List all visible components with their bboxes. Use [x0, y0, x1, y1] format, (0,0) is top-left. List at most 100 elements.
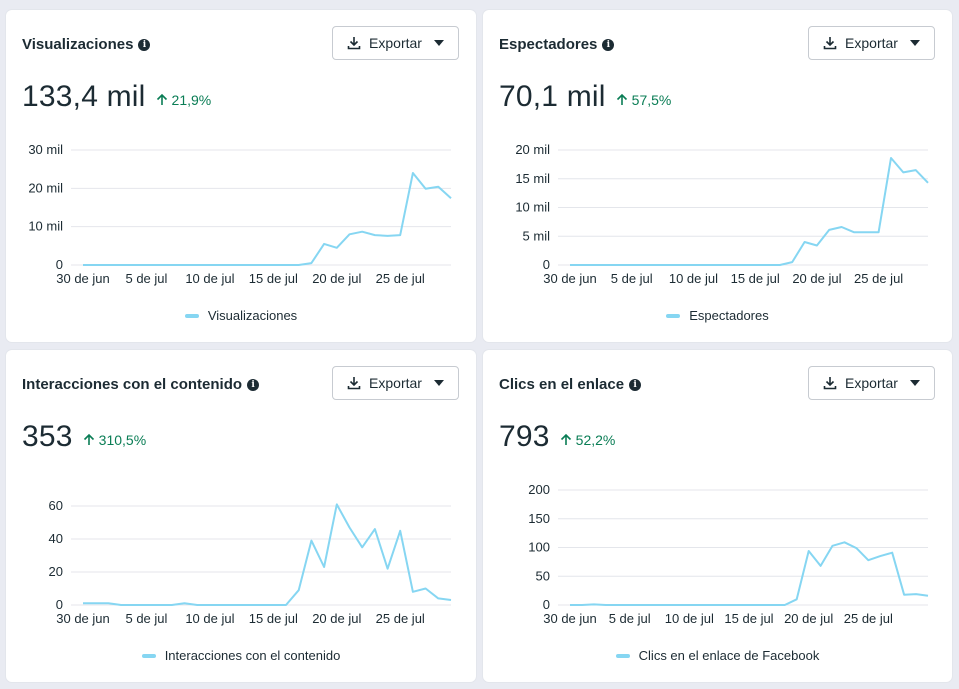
card-title-text: Visualizaciones [22, 36, 134, 53]
x-tick-label: 10 de jul [669, 271, 718, 286]
x-tick-label: 20 de jul [312, 611, 361, 626]
line-chart: 0 5 mil 10 mil 15 mil 20 mil 30 de jun 5 de ju… [515, 142, 929, 286]
y-tick-label: 0 [56, 597, 63, 612]
arrow-up-icon [560, 433, 571, 445]
chevron-down-icon [909, 380, 920, 386]
export-button[interactable]: Exportar [808, 366, 935, 400]
metric-value: 70,1 mil [499, 80, 606, 113]
card-title: Espectadores i [499, 36, 615, 53]
legend-swatch [666, 313, 681, 318]
x-tick-label: 30 de jun [56, 271, 110, 286]
x-tick-label: 15 de jul [724, 611, 773, 626]
legend-swatch [184, 313, 199, 318]
card-visualizaciones: Visualizaciones i Exportar 133,4 mil 21,… [6, 10, 476, 342]
chevron-down-icon [909, 40, 920, 46]
info-icon[interactable]: i [138, 38, 151, 51]
x-tick-label: 20 de jul [312, 271, 361, 286]
card-clics-enlace: Clics en el enlace i Exportar 793 52,2% … [483, 350, 952, 682]
series-line [570, 541, 929, 606]
y-tick-label: 20 mil [28, 180, 63, 195]
y-tick-label: 5 mil [523, 228, 551, 243]
y-tick-label: 200 [528, 482, 550, 497]
y-tick-label: 20 [49, 564, 63, 579]
card-interacciones: Interacciones con el contenido i Exporta… [6, 350, 476, 682]
download-icon [347, 377, 361, 390]
card-espectadores: Espectadores i Exportar 70,1 mil 57,5% 0… [483, 10, 952, 342]
export-label: Exportar [369, 35, 422, 51]
y-tick-label: 30 mil [28, 142, 63, 157]
download-icon [823, 377, 837, 390]
info-icon[interactable]: i [629, 378, 642, 391]
series-line [83, 503, 452, 606]
metric-change: 52,2% [560, 431, 616, 448]
legend: Clics en el enlace de Facebook [483, 648, 952, 663]
y-tick-label: 60 [49, 498, 63, 513]
x-tick-label: 25 de jul [854, 271, 903, 286]
download-icon [347, 37, 361, 50]
x-tick-label: 5 de jul [609, 611, 651, 626]
metric: 70,1 mil 57,5% [499, 80, 671, 114]
x-tick-label: 10 de jul [665, 611, 714, 626]
x-tick-label: 20 de jul [792, 271, 841, 286]
legend-swatch [615, 653, 630, 658]
metric: 353 310,5% [22, 420, 146, 454]
chevron-down-icon [433, 40, 444, 46]
x-tick-label: 5 de jul [125, 611, 167, 626]
card-title: Visualizaciones i [22, 36, 151, 53]
y-tick-label: 10 mil [28, 219, 63, 234]
export-label: Exportar [845, 35, 898, 51]
download-icon [823, 37, 837, 50]
legend-label: Interacciones con el contenido [164, 648, 341, 663]
y-tick-label: 0 [543, 257, 550, 272]
x-tick-label: 5 de jul [611, 271, 653, 286]
export-button[interactable]: Exportar [808, 26, 935, 60]
legend-label: Visualizaciones [207, 308, 298, 323]
x-tick-label: 30 de jun [56, 611, 110, 626]
x-tick-label: 5 de jul [125, 271, 167, 286]
y-tick-label: 100 [528, 540, 550, 555]
x-tick-label: 15 de jul [249, 271, 298, 286]
x-tick-label: 20 de jul [784, 611, 833, 626]
arrow-up-icon [616, 93, 627, 105]
y-tick-label: 20 mil [515, 142, 550, 157]
line-chart: 0 50 100 150 200 30 de jun 5 de jul 10 de jul 15… [528, 482, 929, 626]
chevron-down-icon [433, 380, 444, 386]
info-icon[interactable]: i [247, 378, 260, 391]
metric-change: 310,5% [83, 432, 146, 448]
line-chart: 0 20 40 60 30 de jun 5 de jul 10 de jul 15 de j… [49, 498, 452, 626]
metric-value: 793 [499, 420, 550, 453]
metric-change-text: 52,2% [575, 431, 616, 448]
y-tick-label: 40 [49, 531, 63, 546]
metric-change-text: 21,9% [171, 91, 212, 108]
legend-label: Espectadores [689, 308, 769, 323]
metric: 793 52,2% [499, 420, 615, 454]
x-tick-label: 15 de jul [249, 611, 298, 626]
metric-change-text: 57,5% [631, 91, 672, 108]
card-title: Clics en el enlace i [499, 376, 642, 393]
export-label: Exportar [369, 375, 422, 391]
series-line [83, 172, 452, 266]
x-tick-label: 30 de jun [543, 271, 597, 286]
x-tick-label: 25 de jul [376, 611, 425, 626]
x-tick-label: 30 de jun [543, 611, 597, 626]
metric-value: 353 [22, 420, 73, 453]
y-tick-label: 10 mil [515, 200, 550, 215]
y-tick-label: 0 [56, 257, 63, 272]
info-icon[interactable]: i [602, 38, 615, 51]
metric-change-text: 310,5% [98, 431, 147, 448]
legend-swatch [141, 653, 156, 658]
export-label: Exportar [845, 375, 898, 391]
card-title: Interacciones con el contenido i [22, 376, 260, 393]
series-line [570, 157, 929, 266]
metric-change: 57,5% [616, 91, 672, 108]
y-tick-label: 150 [528, 511, 550, 526]
y-tick-label: 15 mil [515, 171, 550, 186]
card-title-text: Interacciones con el contenido [22, 376, 243, 393]
x-tick-label: 15 de jul [731, 271, 780, 286]
y-tick-label: 0 [543, 597, 550, 612]
x-tick-label: 25 de jul [376, 271, 425, 286]
x-tick-label: 10 de jul [185, 611, 234, 626]
export-button[interactable]: Exportar [332, 366, 459, 400]
legend: Interacciones con el contenido [6, 648, 476, 663]
export-button[interactable]: Exportar [332, 26, 459, 60]
